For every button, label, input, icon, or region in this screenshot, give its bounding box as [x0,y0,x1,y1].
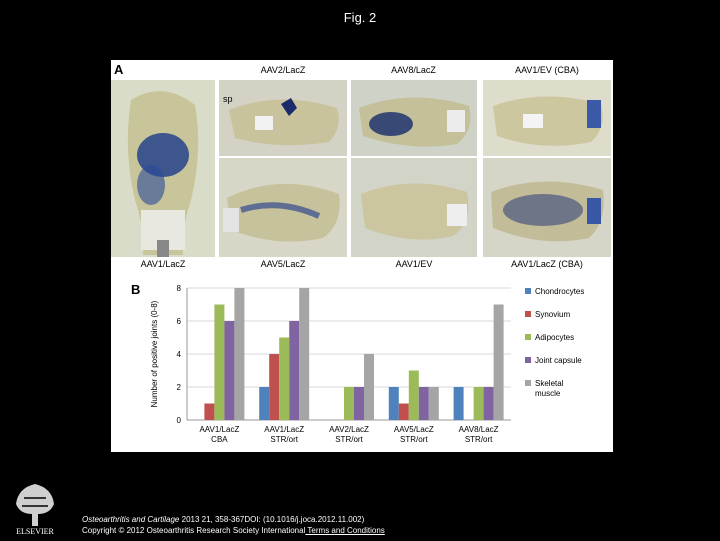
x-tick-label: AAV1/LacZ [264,425,304,434]
legend-label: Chondrocytes [535,287,584,296]
label-aav8-lacz: AAV8/LacZ [391,65,436,75]
bar [269,354,280,420]
y-tick-label: 0 [177,416,182,425]
bar [493,304,504,420]
panel-b-letter: B [131,282,141,297]
joint-photo-aav1-lacz [111,80,215,257]
bar [224,321,235,420]
citation-text: 2013 21, 358-367DOI: (10.1016/j.joca.201… [179,515,365,524]
x-tick-label: AAV8/LacZ [459,425,499,434]
bar [388,387,399,420]
sp-label: sp [223,94,233,104]
y-tick-label: 6 [177,317,182,326]
label-aav1-lacz: AAV1/LacZ [140,259,186,269]
bar [428,387,439,420]
joint-photo-aav1-ev-cba [483,80,611,156]
x-tick-label: AAV5/LacZ [394,425,434,434]
legend-label: Synovium [535,310,570,319]
label-aav1-ev: AAV1/EV [395,259,433,269]
legend-swatch [525,311,531,317]
elsevier-logo: ELSEVIER [6,478,64,536]
legend-swatch [525,334,531,340]
terms-link[interactable]: Terms and Conditions [305,526,385,535]
legend-swatch [525,288,531,294]
copyright-text: Copyright © 2012 Osteoarthritis Research… [82,526,306,535]
panel-a-letter: A [114,62,124,77]
bar [344,387,354,420]
bar [289,321,300,420]
joint-photo-aav2-lacz: sp [219,80,347,156]
x-tick-label: STR/ort [335,435,363,444]
y-tick-label: 4 [177,350,182,359]
bar [364,354,374,420]
x-tick-label: STR/ort [465,435,493,444]
figure-panel: A AAV2/LacZ AAV8/LacZ AAV1/EV (CBA) sp [111,60,613,452]
label-aav1-ev-cba: AAV1/EV (CBA) [515,65,579,75]
joint-photo-aav5-lacz [219,158,347,257]
bar [204,403,215,420]
bar [473,387,484,420]
bar [234,288,245,420]
journal-name: Osteoarthritis and Cartilage [82,515,180,524]
joint-photo-aav1-lacz-cba [483,158,611,257]
bar-chart: 0 2 4 6 8 Number of positive joints (0-8) AAV1… [150,284,584,444]
label-aav1-lacz-cba: AAV1/LacZ (CBA) [511,259,583,269]
x-tick-label: AAV2/LacZ [329,425,369,434]
legend-swatch [525,380,531,386]
x-tick-label: STR/ort [270,435,298,444]
legend-label: Skeletal [535,379,564,388]
legend-label: Joint capsule [535,356,582,365]
bar [299,288,310,420]
citation-footer: Osteoarthritis and Cartilage 2013 21, 35… [82,514,385,536]
label-aav2-lacz: AAV2/LacZ [260,65,306,75]
bar [408,370,419,420]
legend-swatch [525,357,531,363]
bar [483,387,494,420]
x-tick-label: AAV1/LacZ [199,425,239,434]
bar [418,387,429,420]
label-aav5-lacz: AAV5/LacZ [260,259,306,269]
bar [398,403,409,420]
figure-title: Fig. 2 [343,10,377,25]
bar [279,337,290,420]
y-tick-label: 2 [177,383,182,392]
x-tick-label: CBA [211,435,228,444]
legend-label: Adipocytes [535,333,574,342]
logo-text: ELSEVIER [16,527,54,536]
x-tick-label: STR/ort [400,435,428,444]
legend-label: muscle [535,389,561,398]
bar [214,304,225,420]
bar [259,387,270,420]
bar [453,387,464,420]
joint-photo-aav1-ev [351,158,477,257]
joint-photo-aav8-lacz [351,80,477,156]
y-tick-label: 8 [177,284,182,293]
y-axis-label: Number of positive joints (0-8) [150,300,159,407]
bar [354,387,364,420]
